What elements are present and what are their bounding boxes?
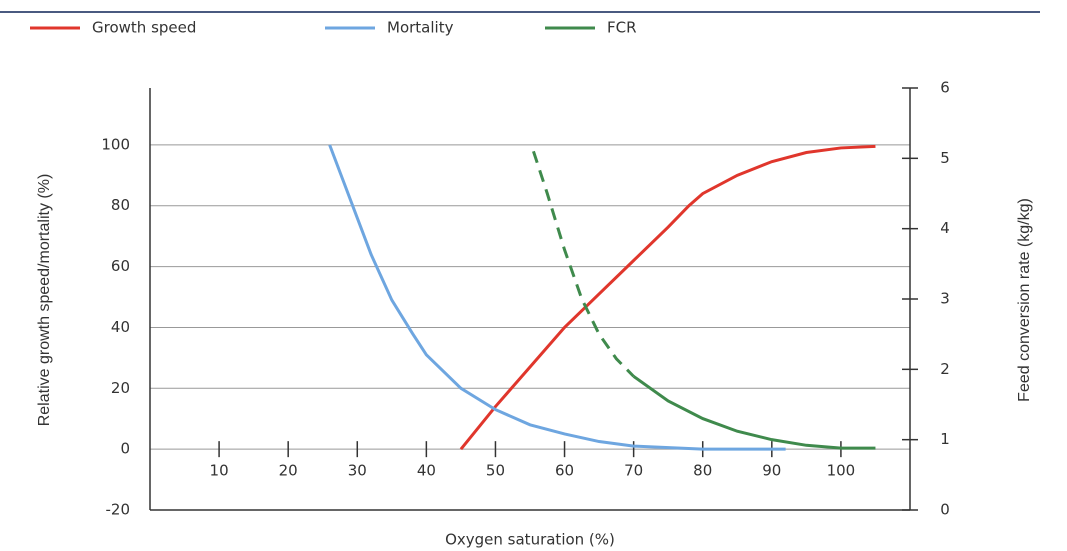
y2-tick-label: 1 xyxy=(940,430,950,448)
y-tick-label: 40 xyxy=(111,318,130,336)
x-tick-label: 80 xyxy=(693,462,712,480)
line-series xyxy=(459,144,876,451)
legend-label: Growth speed xyxy=(92,19,196,37)
x-tick-label: 90 xyxy=(762,462,781,480)
x-tick-label: 100 xyxy=(827,462,856,480)
y2-tick-label: 3 xyxy=(940,290,950,308)
legend-label: FCR xyxy=(607,19,637,37)
x-tick-label: 70 xyxy=(624,462,643,480)
y2-tick-label: 6 xyxy=(940,79,950,97)
x-tick-label: 60 xyxy=(555,462,574,480)
x-tick-label: 20 xyxy=(279,462,298,480)
y-tick-label: 20 xyxy=(111,379,130,397)
y-tick-label: -20 xyxy=(106,501,131,519)
x-tick-label: 40 xyxy=(417,462,436,480)
line-series xyxy=(328,144,786,451)
y2-tick-label: 4 xyxy=(940,219,950,237)
y-tick-label: 0 xyxy=(120,440,130,458)
y2-tick-label: 0 xyxy=(940,501,950,519)
x-tick-label: 50 xyxy=(486,462,505,480)
y-tick-label: 100 xyxy=(101,135,130,153)
y-tick-label: 80 xyxy=(111,196,130,214)
y2-tick-label: 5 xyxy=(940,149,950,167)
x-tick-label: 10 xyxy=(210,462,229,480)
y-axis-label: Relative growth speed/mortality (%) xyxy=(36,174,53,427)
y2-axis-label: Feed conversion rate (kg/kg) xyxy=(1016,198,1033,402)
x-axis-label: Oxygen saturation (%) xyxy=(445,531,615,549)
line-series xyxy=(532,150,635,378)
y-tick-label: 60 xyxy=(111,257,130,275)
legend-label: Mortality xyxy=(387,19,454,37)
y2-tick-label: 2 xyxy=(940,360,950,378)
x-tick-label: 30 xyxy=(348,462,367,480)
line-series xyxy=(632,375,876,450)
